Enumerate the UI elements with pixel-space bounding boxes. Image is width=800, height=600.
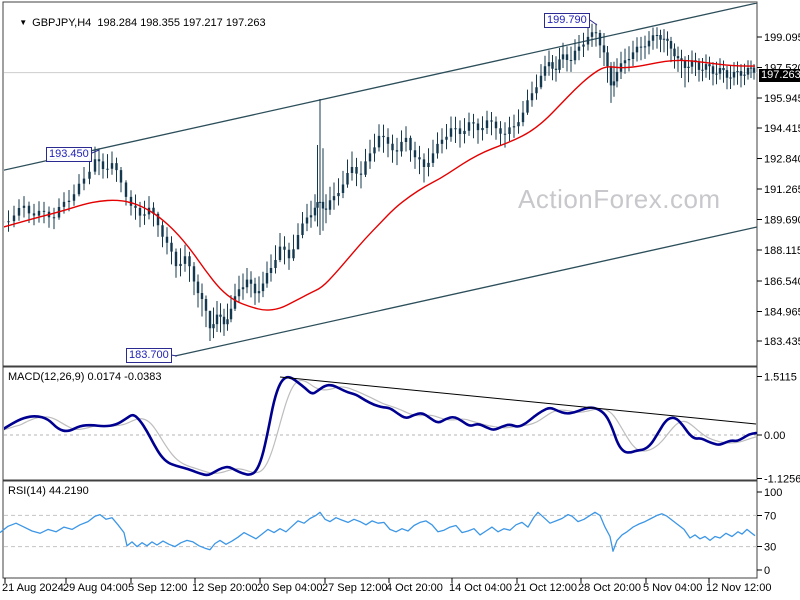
moving-average-line bbox=[4, 59, 755, 311]
symbol-title: ▼ GBPJPY,H4 198.284 198.355 197.217 197.2… bbox=[7, 5, 266, 41]
rsi-axis-label: 30 bbox=[764, 542, 776, 554]
time-axis-label: 4 Oct 20:00 bbox=[386, 582, 443, 594]
time-axis-label: 20 Sep 04:00 bbox=[257, 582, 323, 594]
price-axis-label: 183.435 bbox=[764, 336, 800, 348]
rsi-axis-label: 70 bbox=[764, 510, 776, 522]
macd-line bbox=[4, 375, 757, 477]
rsi-indicator-label: RSI(14) 44.2190 bbox=[8, 485, 89, 497]
support-label: 183.700 bbox=[126, 348, 172, 363]
price-axis-label: 184.965 bbox=[764, 306, 800, 318]
time-axis-label: 12 Nov 12:00 bbox=[706, 582, 772, 594]
time-axis-label: 29 Aug 04:00 bbox=[63, 582, 128, 594]
price-axis-label: 195.945 bbox=[764, 93, 800, 105]
rsi-line bbox=[0, 511, 756, 552]
main-chart-panel bbox=[4, 3, 757, 357]
time-axis-label: 21 Oct 12:00 bbox=[514, 582, 577, 594]
time-ticks bbox=[4, 578, 710, 583]
annotation-tick bbox=[91, 149, 100, 154]
watermark: ActionForex.com bbox=[518, 184, 721, 214]
price-axis-label: 191.265 bbox=[764, 184, 800, 196]
time-axis-label: 5 Nov 04:00 bbox=[643, 582, 703, 594]
rsi-axis-label: 100 bbox=[764, 487, 782, 499]
time-axis-label: 27 Sep 12:00 bbox=[322, 582, 388, 594]
price-axis-label: 189.690 bbox=[764, 215, 800, 227]
price-bars bbox=[4, 23, 756, 341]
resistance-label: 199.790 bbox=[544, 13, 590, 28]
price-axis-label: 199.095 bbox=[764, 32, 800, 44]
macd-axis-label: -1.1256 bbox=[764, 473, 800, 485]
price-axis-label: 192.840 bbox=[764, 153, 800, 165]
time-axis-label: 21 Aug 2024 bbox=[2, 582, 64, 594]
macd-indicator-label: MACD(12,26,9) 0.0174 -0.0383 bbox=[8, 371, 162, 383]
symbol-title-text: GBPJPY,H4 198.284 198.355 197.217 197.26… bbox=[32, 17, 266, 29]
resistance-label: 193.450 bbox=[46, 147, 92, 162]
time-axis-label: 14 Oct 04:00 bbox=[449, 582, 512, 594]
current-price-badge: 197.263 bbox=[759, 69, 800, 82]
macd-axis-label: 0.00 bbox=[764, 430, 785, 442]
price-axis-label: 194.415 bbox=[764, 123, 800, 135]
macd-signal-line bbox=[4, 379, 757, 474]
annotation-tick bbox=[589, 19, 598, 26]
macd-axis: 1.5115 0.00 -1.1256 bbox=[757, 372, 800, 485]
channel-lower-trendline bbox=[174, 226, 757, 357]
rsi-axis: 100 70 30 0 bbox=[757, 487, 782, 577]
panel-borders bbox=[2, 1, 758, 579]
macd-axis-label: 1.5115 bbox=[764, 372, 797, 384]
macd-panel bbox=[4, 375, 757, 477]
time-axis-label: 5 Sep 12:00 bbox=[128, 582, 188, 594]
macd-trendline bbox=[279, 376, 757, 425]
time-axis-label: 28 Oct 20:00 bbox=[578, 582, 641, 594]
annotation-tick bbox=[170, 354, 178, 357]
channel-upper-trendline bbox=[4, 3, 757, 171]
dropdown-arrow-icon[interactable]: ▼ bbox=[19, 18, 28, 27]
rsi-axis-label: 0 bbox=[764, 565, 770, 577]
price-axis-label: 188.115 bbox=[764, 245, 800, 257]
price-axis-label: 186.540 bbox=[764, 276, 800, 288]
rsi-panel bbox=[0, 511, 757, 552]
time-axis-label: 12 Sep 20:00 bbox=[192, 582, 258, 594]
